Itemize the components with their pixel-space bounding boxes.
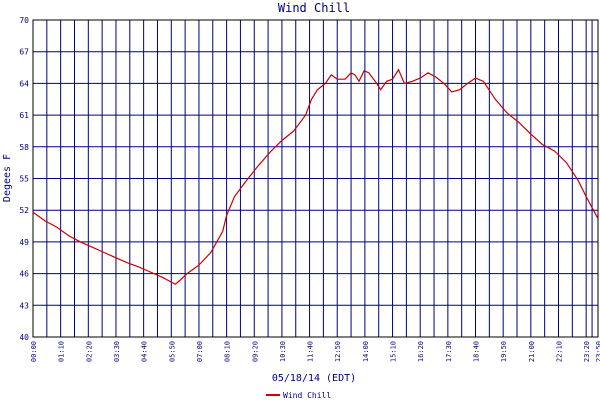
y-tick-label: 52: [19, 206, 29, 215]
y-tick-label: 55: [19, 175, 29, 184]
x-tick-label: 12:50: [334, 341, 342, 362]
x-tick-label: 11:40: [307, 341, 315, 362]
x-axis-title: 05/18/14 (EDT): [272, 373, 356, 384]
x-tick-label: 04:40: [141, 341, 149, 362]
y-tick-label: 67: [19, 48, 29, 57]
y-tick-label: 46: [19, 270, 29, 279]
y-tick-label: 64: [19, 79, 29, 88]
chart-title: Wind Chill: [278, 1, 350, 15]
x-tick-label: 17:30: [445, 341, 453, 362]
x-tick-label: 08:10: [224, 341, 232, 362]
x-tick-label: 19:50: [500, 341, 508, 362]
x-tick-label: 21:00: [528, 341, 536, 362]
x-tick-label: 09:20: [251, 341, 259, 362]
y-axis-title: Degees F: [2, 154, 13, 202]
x-tick-label: 02:20: [85, 341, 93, 362]
y-tick-label: 49: [19, 238, 29, 247]
x-tick-label: 10:30: [279, 341, 287, 362]
x-tick-label: 14:00: [362, 341, 370, 362]
plot-border: [32, 19, 599, 338]
x-tick-label: 05:50: [168, 341, 176, 362]
x-tick-label: 23:20: [583, 341, 591, 362]
x-tick-label: 00:00: [30, 341, 38, 362]
x-tick-label: 18:40: [473, 341, 481, 362]
y-tick-label: 40: [19, 333, 29, 342]
y-tick-label: 61: [19, 111, 29, 120]
x-tick-label: 03:30: [113, 341, 121, 362]
y-tick-label: 58: [19, 143, 29, 152]
x-tick-label: 16:20: [417, 341, 425, 362]
x-tick-label: 23:50: [595, 341, 600, 362]
x-tick-label: 22:10: [555, 341, 563, 362]
x-tick-label: 15:10: [390, 341, 398, 362]
x-tick-label: 01:10: [58, 341, 66, 362]
y-tick-label: 43: [19, 301, 29, 310]
y-tick-label: 70: [19, 16, 29, 25]
x-tick-label: 07:00: [196, 341, 204, 362]
data-line: [32, 68, 599, 285]
legend-label: Wind Chill: [283, 391, 331, 400]
